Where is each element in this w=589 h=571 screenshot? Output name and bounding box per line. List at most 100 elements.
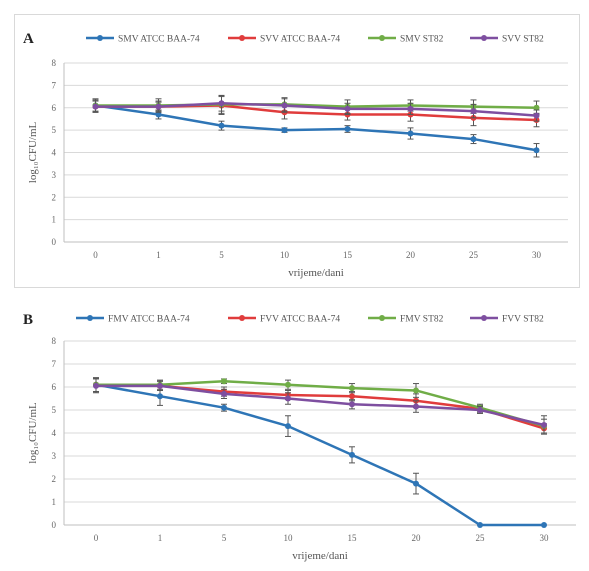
- chart-a-legend-marker: [239, 35, 245, 41]
- chart-a-series-line: [95, 104, 537, 152]
- chart-a-x-tick-label: 30: [532, 250, 542, 260]
- chart-b-y-axis-title: log₁₀CFU/mL: [27, 402, 39, 464]
- chart-b-legend-marker: [239, 315, 245, 321]
- chart-b-x-axis-title: vrijeme/dani: [292, 550, 348, 562]
- chart-a-y-tick-label: 3: [52, 170, 57, 180]
- chart-a-data-point: [344, 105, 351, 112]
- chart-a-legend-marker: [379, 35, 385, 41]
- chart-a-legend-label: SVV ST82: [502, 35, 544, 45]
- chart-a-x-tick-label: 1: [156, 250, 161, 260]
- chart-a-y-tick-label: 1: [52, 215, 57, 225]
- chart-b-data-point: [285, 381, 291, 388]
- chart-b-data-point: [413, 387, 419, 394]
- chart-a-data-point: [155, 111, 162, 118]
- chart-b-data-point: [285, 423, 291, 430]
- chart-b-legend-label: FMV ST82: [400, 315, 444, 325]
- chart-b-x-tick-label: 0: [94, 533, 99, 543]
- chart-a-data-point: [533, 112, 540, 119]
- chart-b-data-point: [285, 395, 291, 402]
- chart-a-legend-label: SMV ATCC BAA-74: [118, 35, 200, 45]
- chart-b-data-point: [221, 390, 227, 397]
- chart-panel-b: B 0 1 2 3 4 5 6 7 8 0 1 5 10 15 20 25 30 vrijeme/dani log₁₀…: [0, 292, 589, 566]
- chart-b-data-point: [349, 393, 355, 400]
- chart-a-panel-label: A: [23, 31, 34, 47]
- chart-b-data-point: [157, 382, 163, 389]
- chart-a-y-tick-label: 8: [52, 58, 57, 68]
- chart-b-x-tick-label: 30: [540, 533, 550, 543]
- chart-b-y-tick-label: 1: [52, 497, 57, 507]
- chart-a-series-line: [95, 102, 537, 117]
- chart-a-y-tick-label: 2: [52, 192, 57, 202]
- chart-b-x-tick-label: 15: [348, 533, 358, 543]
- chart-a-data-point: [470, 136, 477, 143]
- chart-a-data-point: [407, 105, 414, 112]
- chart-b-series-4: [93, 378, 547, 435]
- chart-b-data-point: [413, 480, 419, 487]
- chart-b-data-point: [157, 393, 163, 400]
- chart-a-legend-label: SMV ST82: [400, 35, 444, 45]
- chart-a-data-point: [281, 102, 288, 109]
- chart-a-x-tick-label: 10: [280, 250, 290, 260]
- chart-b-data-point: [477, 407, 483, 413]
- chart-a-x-tick-label: 20: [406, 250, 416, 260]
- chart-b-x-tick-label: 1: [158, 533, 163, 543]
- chart-a-y-tick-label: 6: [52, 103, 57, 113]
- chart-a-x-tick-label: 15: [343, 250, 353, 260]
- chart-a-x-tick-label: 25: [469, 250, 479, 260]
- chart-b-y-tick-label: 0: [52, 520, 57, 530]
- chart-a-data-point: [281, 127, 288, 134]
- chart-b-series-line: [96, 384, 545, 427]
- chart-b-y-tick-label: 8: [52, 336, 57, 346]
- chart-b-data-point: [541, 522, 547, 528]
- chart-a-y-tick-label: 4: [52, 148, 57, 158]
- chart-a-data-point: [218, 122, 225, 129]
- chart-a-y-tick-label: 7: [52, 80, 57, 90]
- chart-a-data-point: [155, 103, 162, 110]
- chart-b-x-tick-label: 10: [284, 533, 294, 543]
- chart-a-data-point: [218, 100, 225, 107]
- chart-b-y-tick-label: 4: [52, 428, 57, 438]
- chart-b-legend-marker: [379, 315, 385, 321]
- chart-a-legend-label: SVV ATCC BAA-74: [260, 35, 340, 45]
- chart-a-legend-marker: [97, 35, 103, 41]
- chart-a-y-axis-title: log₁₀CFU/mL: [27, 121, 39, 183]
- chart-b-legend-marker: [87, 315, 93, 321]
- chart-b-data-point: [541, 421, 547, 428]
- chart-b-series-line: [96, 380, 545, 428]
- chart-b-legend-label: FMV ATCC BAA-74: [108, 315, 190, 325]
- chart-b-data-point: [221, 404, 227, 411]
- chart-b-legend-marker: [481, 315, 487, 321]
- chart-b-data-point: [477, 522, 483, 528]
- chart-b-data-point: [349, 385, 355, 392]
- chart-b-panel-label: B: [23, 312, 33, 328]
- chart-b-y-tick-label: 5: [52, 405, 57, 415]
- chart-a-legend-marker: [481, 35, 487, 41]
- chart-b-data-point: [221, 378, 227, 385]
- chart-b-y-tick-label: 7: [52, 359, 57, 369]
- chart-a-x-tick-label: 0: [93, 250, 98, 260]
- chart-b-legend-label: FVV ATCC BAA-74: [260, 315, 340, 325]
- chart-b-y-tick-label: 2: [52, 474, 57, 484]
- chart-b-x-tick-label: 25: [476, 533, 486, 543]
- chart-a-y-tick-label: 5: [52, 125, 57, 135]
- chart-b-data-point: [349, 401, 355, 408]
- chart-a-frame: [14, 14, 580, 288]
- chart-b-x-tick-label: 5: [222, 533, 227, 543]
- chart-a-data-point: [470, 108, 477, 115]
- chart-a-x-tick-label: 5: [219, 250, 224, 260]
- chart-a-data-point: [407, 130, 414, 137]
- chart-a-data-point: [533, 104, 540, 111]
- chart-a-series-4: [92, 94, 540, 122]
- chart-a-data-point: [533, 147, 540, 154]
- chart-a-x-axis-title: vrijeme/dani: [288, 267, 344, 279]
- chart-b-legend-label: FVV ST82: [502, 315, 544, 325]
- chart-b-y-tick-label: 6: [52, 382, 57, 392]
- chart-a-series-1: [92, 99, 540, 158]
- chart-a-data-point: [344, 126, 351, 133]
- chart-panel-a: A 0 1 2 3 4 5 6 7 8 0 1 5 10 15 20 25 30 vrijeme/dani log₁₀…: [14, 14, 580, 288]
- chart-b-series-line: [95, 383, 544, 527]
- chart-b-data-point: [349, 451, 355, 458]
- chart-b-data-point: [413, 403, 419, 410]
